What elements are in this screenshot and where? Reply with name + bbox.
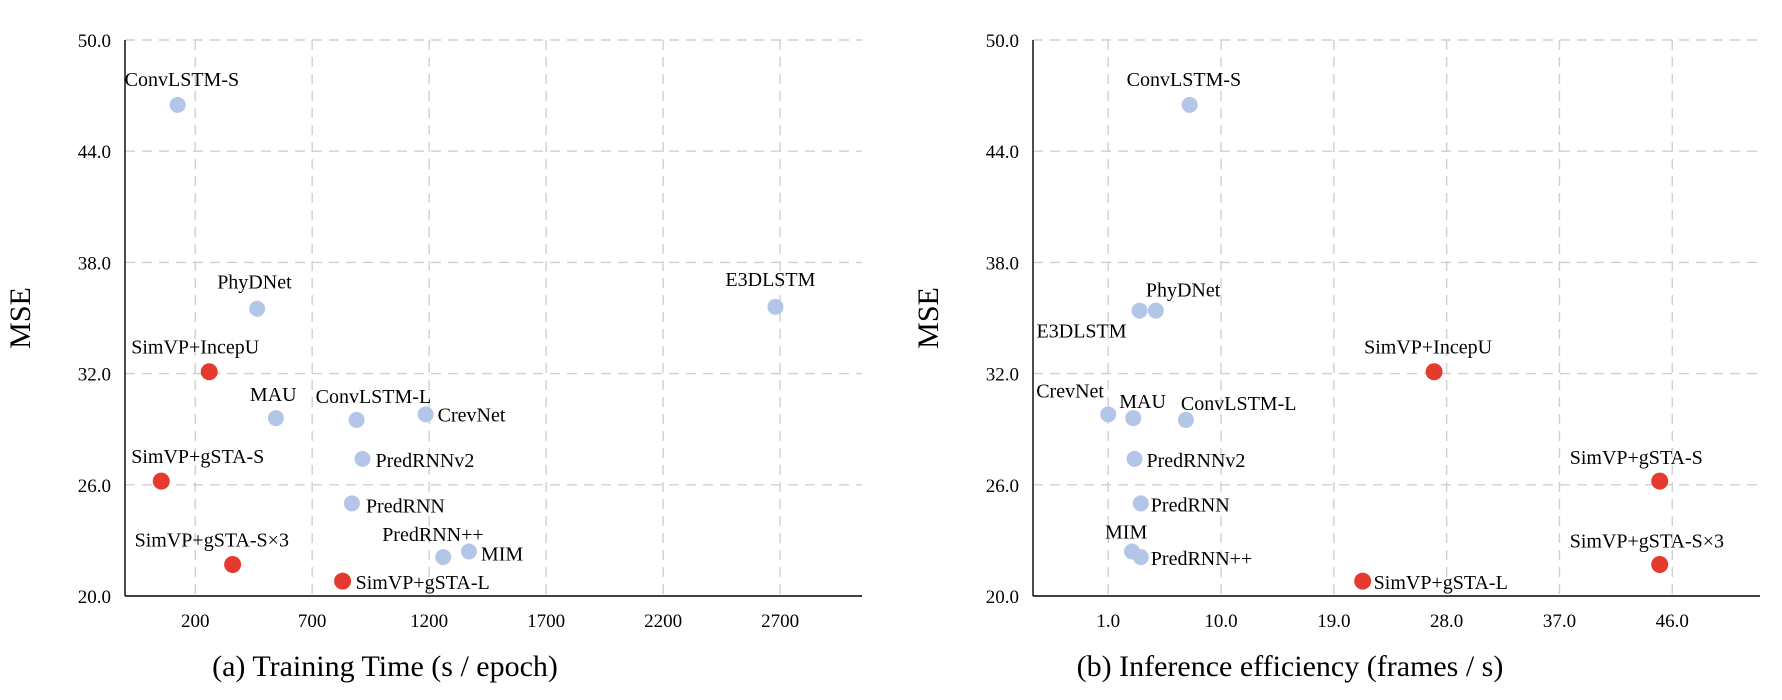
b-point-predrnn <box>1132 495 1149 512</box>
b-point-convlstm-l <box>1177 411 1194 428</box>
a-y-tick-label: 44.0 <box>78 142 111 163</box>
a-label-simvp-plus-gsta-s: SimVP+gSTA-S <box>131 446 264 468</box>
a-point-mim <box>460 543 477 560</box>
a-label-predrnn: PredRNN <box>366 495 445 517</box>
chart-panel-b: 20.0 26.0 32.0 38.0 44.0 50.0 1.0 10.0 19.0 28.0 3… <box>912 31 1760 683</box>
b-point-e3dlstm <box>1131 302 1148 319</box>
b-x-tick-label: 19.0 <box>1317 611 1350 632</box>
a-y-tick-label: 32.0 <box>78 365 111 386</box>
chart-panel-a: 20.0 26.0 32.0 38.0 44.0 50.0 200 700 1200 1700 22… <box>4 31 862 683</box>
a-label-crevnet: CrevNet <box>438 404 506 426</box>
b-y-tick-label: 26.0 <box>986 476 1019 497</box>
b-y-tick-label: 50.0 <box>986 31 1019 52</box>
b-y-tick-label: 32.0 <box>986 365 1019 386</box>
b-label-simvp-plus-gsta-sx3: SimVP+gSTA-S×3 <box>1570 530 1724 552</box>
a-label-mau: MAU <box>250 384 297 406</box>
b-label-predrnn-plus-plus: PredRNN++ <box>1151 548 1252 570</box>
a-y-axis-title: MSE <box>4 287 37 349</box>
b-point-predrnn-plus-plus <box>1132 549 1149 566</box>
b-point-simvp-plus-gsta-s <box>1651 472 1669 490</box>
b-label-convlstm-s: ConvLSTM-S <box>1127 69 1241 91</box>
b-label-simvp-plus-incepu: SimVP+IncepU <box>1364 337 1492 359</box>
a-point-convlstm-l <box>348 411 365 428</box>
a-label-phydnet: PhyDNet <box>217 272 292 294</box>
a-label-simvp-plus-gsta-l: SimVP+gSTA-L <box>356 572 490 594</box>
a-point-phydnet <box>249 300 266 317</box>
b-point-simvp-plus-incepu <box>1425 363 1443 381</box>
a-point-predrnnv2 <box>354 450 371 467</box>
b-y-axis-title: MSE <box>912 287 945 349</box>
a-label-predrnnv2: PredRNNv2 <box>375 450 474 472</box>
a-x-tick-label: 700 <box>298 611 327 632</box>
b-x-tick-label: 10.0 <box>1204 611 1237 632</box>
b-point-simvp-plus-gsta-sx3 <box>1651 555 1669 573</box>
b-label-simvp-plus-gsta-l: SimVP+gSTA-L <box>1374 572 1508 594</box>
b-label-phydnet: PhyDNet <box>1146 280 1221 302</box>
a-point-e3dlstm <box>767 298 784 315</box>
b-label-convlstm-l: ConvLSTM-L <box>1181 393 1297 415</box>
b-x-axis-title: (b) Inference efficiency (frames / s) <box>1077 650 1504 683</box>
b-point-phydnet <box>1147 302 1164 319</box>
b-point-crevnet <box>1100 406 1117 423</box>
b-x-tick-label: 37.0 <box>1543 611 1576 632</box>
a-label-e3dlstm: E3DLSTM <box>725 269 815 291</box>
a-point-simvp-plus-incepu <box>200 363 218 381</box>
b-point-simvp-plus-gsta-l <box>1354 572 1372 590</box>
b-point-convlstm-s <box>1181 96 1198 113</box>
b-y-tick-label: 44.0 <box>986 142 1019 163</box>
b-label-simvp-plus-gsta-s: SimVP+gSTA-S <box>1570 447 1703 469</box>
a-point-predrnn <box>343 495 360 512</box>
a-y-tick-label: 38.0 <box>78 253 111 274</box>
b-label-e3dlstm: E3DLSTM <box>1037 321 1127 343</box>
b-label-mau: MAU <box>1119 391 1166 413</box>
b-label-crevnet: CrevNet <box>1036 380 1104 402</box>
b-point-mau <box>1125 410 1142 427</box>
a-x-tick-label: 200 <box>181 611 210 632</box>
a-x-tick-label: 1700 <box>527 611 565 632</box>
a-x-tick-label: 2200 <box>644 611 682 632</box>
a-x-tick-label: 1200 <box>410 611 448 632</box>
b-x-tick-label: 1.0 <box>1096 611 1120 632</box>
a-label-mim: MIM <box>481 544 523 566</box>
a-label-simvp-plus-incepu: SimVP+IncepU <box>131 337 259 359</box>
a-label-convlstm-l: ConvLSTM-L <box>316 386 432 408</box>
a-point-mau <box>267 410 284 427</box>
a-point-crevnet <box>417 406 434 423</box>
a-label-predrnn-plus-plus: PredRNN++ <box>382 524 483 546</box>
b-label-predrnnv2: PredRNNv2 <box>1147 450 1246 472</box>
a-point-simvp-plus-gsta-l <box>334 572 352 590</box>
a-x-axis-title: (a) Training Time (s / epoch) <box>212 650 558 683</box>
a-point-convlstm-s <box>169 96 186 113</box>
b-x-tick-label: 28.0 <box>1430 611 1463 632</box>
b-label-mim: MIM <box>1105 522 1147 544</box>
a-y-tick-label: 20.0 <box>78 587 111 608</box>
a-point-predrnn-plus-plus <box>435 549 452 566</box>
b-y-tick-label: 20.0 <box>986 587 1019 608</box>
a-point-simvp-plus-gsta-sx3 <box>224 555 242 573</box>
a-y-tick-label: 26.0 <box>78 476 111 497</box>
a-point-simvp-plus-gsta-s <box>152 472 170 490</box>
a-x-tick-label: 2700 <box>761 611 799 632</box>
a-label-convlstm-s: ConvLSTM-S <box>125 69 239 91</box>
b-point-predrnnv2 <box>1126 450 1143 467</box>
a-label-simvp-plus-gsta-sx3: SimVP+gSTA-S×3 <box>135 529 289 551</box>
b-label-predrnn: PredRNN <box>1151 494 1230 516</box>
b-x-tick-label: 46.0 <box>1656 611 1689 632</box>
b-y-tick-label: 38.0 <box>986 253 1019 274</box>
a-y-tick-label: 50.0 <box>78 31 111 52</box>
